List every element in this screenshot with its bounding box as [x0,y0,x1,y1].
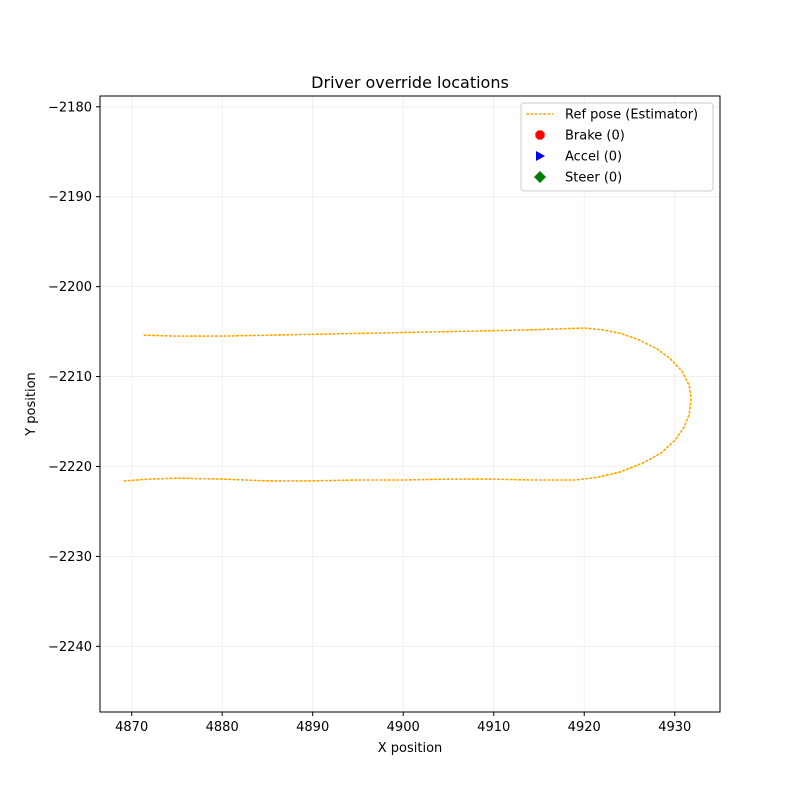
legend-label-accel: Accel (0) [565,150,622,165]
y-tick-label: −2190 [48,190,92,205]
legend-label-brake: Brake (0) [565,129,625,144]
y-axis-label: Y position [24,372,39,437]
axis-ticks: 4870 4880 4890 4900 4910 4920 4930 −2180 −2190 −2… [48,100,691,735]
x-tick-label: 4910 [477,720,510,735]
x-tick-label: 4900 [387,720,420,735]
legend-label-ref-pose-estimator: Ref pose (Estimator) [565,108,698,123]
legend-marker-brake [535,130,545,140]
chart-title: Driver override locations [311,73,509,92]
legend: Ref pose (Estimator) Brake (0) Accel (0) St… [520,102,714,192]
plot-series [123,327,692,482]
y-tick-label: −2200 [48,280,92,295]
x-tick-label: 4920 [568,720,601,735]
x-tick-label: 4870 [115,720,148,735]
y-tick-label: −2240 [48,640,92,655]
x-tick-label: 4890 [296,720,329,735]
legend-marker-steer [534,171,546,183]
ref-pose-line [123,327,692,482]
grid-lines [100,96,720,712]
y-tick-label: −2220 [48,460,92,475]
x-tick-label: 4880 [206,720,239,735]
y-tick-label: −2230 [48,550,92,565]
legend-box [520,102,714,192]
y-tick-label: −2210 [48,370,92,385]
x-tick-label: 4930 [658,720,691,735]
plot-frame [99,95,721,713]
legend-label-steer: Steer (0) [565,171,622,186]
x-axis-label: X position [378,741,443,756]
y-tick-label: −2180 [48,100,92,115]
legend-marker-accel [536,151,545,161]
